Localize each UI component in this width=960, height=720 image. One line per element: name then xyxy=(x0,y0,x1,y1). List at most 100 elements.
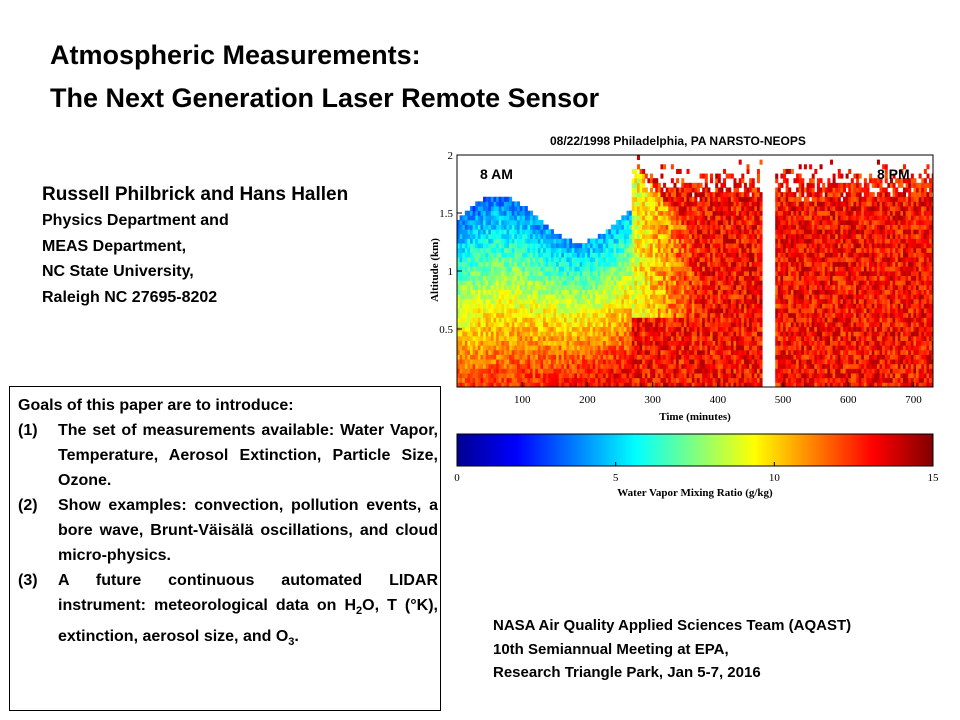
heatmap-cell xyxy=(597,308,601,314)
heatmap-cell xyxy=(600,382,604,387)
heatmap-cell xyxy=(498,303,502,309)
heatmap-cell xyxy=(535,345,539,351)
heatmap-cell xyxy=(639,210,643,216)
heatmap-cell xyxy=(655,252,659,258)
heatmap-cell xyxy=(522,349,526,355)
heatmap-cell xyxy=(678,373,682,379)
heatmap-cell xyxy=(788,215,792,221)
heatmap-cell xyxy=(472,224,476,230)
heatmap-cell xyxy=(592,280,596,286)
heatmap-cell xyxy=(790,206,794,212)
heatmap-cell xyxy=(696,206,700,212)
heatmap-cell xyxy=(561,298,565,304)
heatmap-cell xyxy=(501,280,505,286)
heatmap-cell xyxy=(738,178,742,184)
heatmap-cell xyxy=(751,317,755,323)
heatmap-cell xyxy=(616,247,620,253)
heatmap-cell xyxy=(704,373,708,379)
heatmap-cell xyxy=(472,345,476,351)
heatmap-cell xyxy=(509,289,513,295)
heatmap-cell xyxy=(676,317,680,323)
heatmap-cell xyxy=(457,373,461,379)
heatmap-cell xyxy=(509,261,513,267)
heatmap-cell xyxy=(561,308,565,314)
heatmap-cell xyxy=(608,382,612,387)
heatmap-cell xyxy=(493,294,497,300)
heatmap-cell xyxy=(689,247,693,253)
heatmap-cell xyxy=(676,243,680,249)
heatmap-cell xyxy=(650,280,654,286)
heatmap-cell xyxy=(673,368,677,374)
heatmap-cell xyxy=(470,303,474,309)
heatmap-cell xyxy=(556,312,560,318)
heatmap-cell xyxy=(514,201,518,207)
heatmap-cell xyxy=(488,308,492,314)
heatmap-cell xyxy=(720,368,724,374)
heatmap-cell xyxy=(710,275,714,281)
heatmap-cell xyxy=(704,368,708,374)
heatmap-cell xyxy=(501,238,505,244)
heatmap-cell xyxy=(516,308,520,314)
heatmap-cell xyxy=(457,349,461,355)
heatmap-cell xyxy=(629,373,633,379)
heatmap-cell xyxy=(636,271,640,277)
heatmap-cell xyxy=(535,257,539,263)
heatmap-cell xyxy=(730,280,734,286)
heatmap-cell xyxy=(699,363,703,369)
heatmap-cell xyxy=(647,178,651,184)
heatmap-cell xyxy=(704,322,708,328)
heatmap-cell xyxy=(485,238,489,244)
heatmap-cell xyxy=(704,377,708,383)
heatmap-cell xyxy=(509,331,513,337)
heatmap-cell xyxy=(736,192,740,198)
heatmap-cell xyxy=(483,326,487,332)
heatmap-cell xyxy=(720,284,724,290)
heatmap-cell xyxy=(464,335,468,341)
heatmap-cell xyxy=(670,164,674,170)
heatmap-cell xyxy=(743,363,747,369)
heatmap-cell xyxy=(636,178,640,184)
heatmap-cell xyxy=(532,261,536,267)
heatmap-cell xyxy=(793,363,797,369)
heatmap-cell xyxy=(749,178,753,184)
heatmap-cell xyxy=(537,275,541,281)
heatmap-cell xyxy=(516,210,520,216)
heatmap-cell xyxy=(636,349,640,355)
heatmap-cell xyxy=(582,373,586,379)
heatmap-cell xyxy=(501,210,505,216)
heatmap-cell xyxy=(605,247,609,253)
heatmap-cell xyxy=(464,382,468,387)
heatmap-cell xyxy=(467,349,471,355)
heatmap-cell xyxy=(683,340,687,346)
heatmap-cell xyxy=(686,215,690,221)
heatmap-cell xyxy=(743,257,747,263)
heatmap-cell xyxy=(741,247,745,253)
heatmap-cell xyxy=(587,298,591,304)
heatmap-cell xyxy=(642,224,646,230)
heatmap-cell xyxy=(519,266,523,272)
heatmap-cell xyxy=(655,206,659,212)
heatmap-cell xyxy=(506,363,510,369)
heatmap-cell xyxy=(678,233,682,239)
heatmap-cell xyxy=(623,238,627,244)
heatmap-cell xyxy=(712,298,716,304)
heatmap-cell xyxy=(780,271,784,277)
heatmap-cell xyxy=(540,331,544,337)
heatmap-cell xyxy=(522,312,526,318)
heatmap-cell xyxy=(480,331,484,337)
heatmap-cell xyxy=(723,271,727,277)
heatmap-cell xyxy=(472,206,476,212)
heatmap-cell xyxy=(537,257,541,263)
heatmap-cell xyxy=(777,363,781,369)
heatmap-cell xyxy=(537,322,541,328)
heatmap-cell xyxy=(574,322,578,328)
heatmap-cell xyxy=(691,233,695,239)
heatmap-cell xyxy=(501,345,505,351)
heatmap-cell xyxy=(699,224,703,230)
heatmap-cell xyxy=(532,298,536,304)
heatmap-cell xyxy=(696,368,700,374)
heatmap-cell xyxy=(493,377,497,383)
heatmap-cell xyxy=(636,377,640,383)
heatmap-cell xyxy=(595,312,599,318)
heatmap-cell xyxy=(527,298,531,304)
